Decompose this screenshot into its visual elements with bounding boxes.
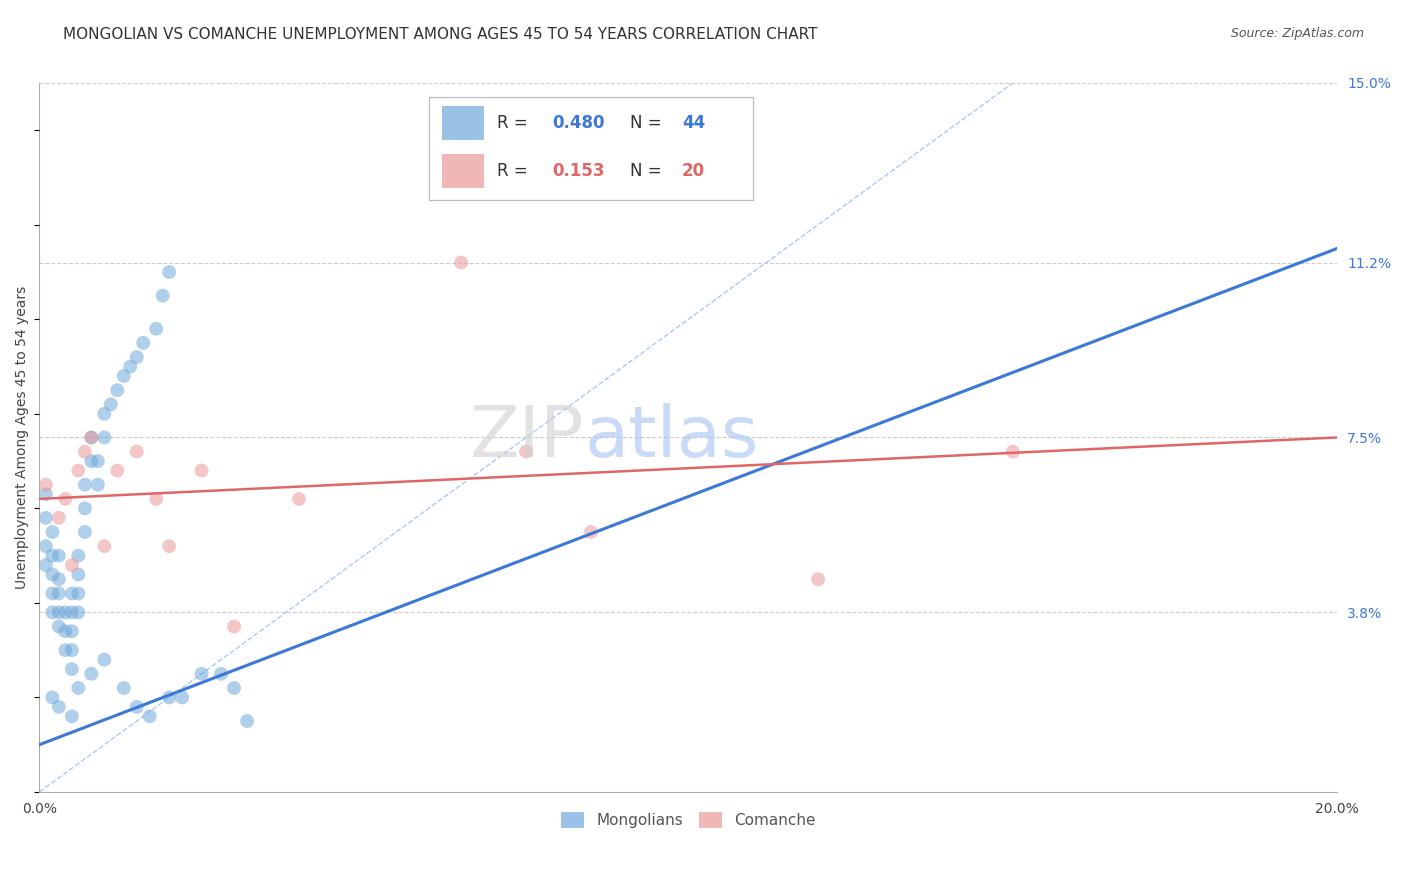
- Point: [60, 662, 83, 676]
- Point: [48, 510, 70, 524]
- Point: [145, 491, 167, 506]
- Point: [48, 586, 70, 600]
- Point: [190, 666, 212, 681]
- Point: [80, 454, 103, 468]
- Point: [67, 605, 90, 619]
- Point: [41, 586, 63, 600]
- Point: [209, 666, 232, 681]
- Point: [41, 690, 63, 705]
- Point: [105, 464, 128, 478]
- Point: [80, 430, 103, 444]
- Point: [67, 464, 90, 478]
- Point: [125, 444, 148, 458]
- Point: [41, 567, 63, 582]
- Point: [35, 558, 58, 572]
- Point: [807, 572, 830, 586]
- Point: [53, 624, 76, 639]
- Point: [73, 477, 96, 491]
- Text: atlas: atlas: [585, 403, 759, 472]
- Text: MONGOLIAN VS COMANCHE UNEMPLOYMENT AMONG AGES 45 TO 54 YEARS CORRELATION CHART: MONGOLIAN VS COMANCHE UNEMPLOYMENT AMONG…: [63, 27, 818, 42]
- Point: [288, 491, 311, 506]
- Point: [80, 430, 103, 444]
- Point: [157, 265, 180, 279]
- Point: [100, 397, 122, 411]
- Point: [125, 350, 148, 364]
- Point: [93, 430, 115, 444]
- Point: [132, 335, 155, 350]
- Point: [67, 681, 90, 695]
- Point: [73, 444, 96, 458]
- Point: [87, 477, 110, 491]
- Point: [145, 322, 167, 336]
- Point: [53, 643, 76, 657]
- Text: Source: ZipAtlas.com: Source: ZipAtlas.com: [1230, 27, 1364, 40]
- Point: [35, 477, 58, 491]
- Point: [190, 464, 212, 478]
- Point: [105, 383, 128, 397]
- Point: [157, 690, 180, 705]
- Point: [35, 510, 58, 524]
- Point: [93, 539, 115, 553]
- Point: [112, 681, 135, 695]
- Point: [67, 549, 90, 563]
- Point: [73, 524, 96, 539]
- Point: [53, 491, 76, 506]
- Point: [53, 605, 76, 619]
- Point: [60, 624, 83, 639]
- Point: [172, 690, 194, 705]
- Point: [48, 549, 70, 563]
- Point: [48, 572, 70, 586]
- Point: [67, 586, 90, 600]
- Point: [120, 359, 142, 374]
- Point: [60, 643, 83, 657]
- Point: [125, 699, 148, 714]
- Text: ZIP: ZIP: [470, 403, 585, 472]
- Point: [41, 549, 63, 563]
- Point: [48, 619, 70, 633]
- Point: [450, 255, 472, 269]
- Point: [60, 558, 83, 572]
- Point: [67, 567, 90, 582]
- Point: [152, 288, 174, 302]
- Point: [35, 539, 58, 553]
- Point: [48, 605, 70, 619]
- Y-axis label: Unemployment Among Ages 45 to 54 years: Unemployment Among Ages 45 to 54 years: [15, 285, 30, 589]
- Point: [112, 369, 135, 384]
- Point: [35, 487, 58, 501]
- Point: [93, 407, 115, 421]
- Point: [73, 501, 96, 516]
- Point: [87, 454, 110, 468]
- Point: [579, 524, 602, 539]
- Point: [60, 586, 83, 600]
- Point: [41, 524, 63, 539]
- Point: [48, 699, 70, 714]
- Point: [1001, 444, 1024, 458]
- Point: [138, 709, 160, 723]
- Point: [222, 619, 245, 633]
- Point: [222, 681, 245, 695]
- Point: [93, 652, 115, 666]
- Point: [515, 444, 537, 458]
- Point: [236, 714, 259, 728]
- Point: [157, 539, 180, 553]
- Point: [60, 709, 83, 723]
- Point: [80, 666, 103, 681]
- Point: [60, 605, 83, 619]
- Legend: Mongolians, Comanche: Mongolians, Comanche: [555, 805, 821, 834]
- Point: [41, 605, 63, 619]
